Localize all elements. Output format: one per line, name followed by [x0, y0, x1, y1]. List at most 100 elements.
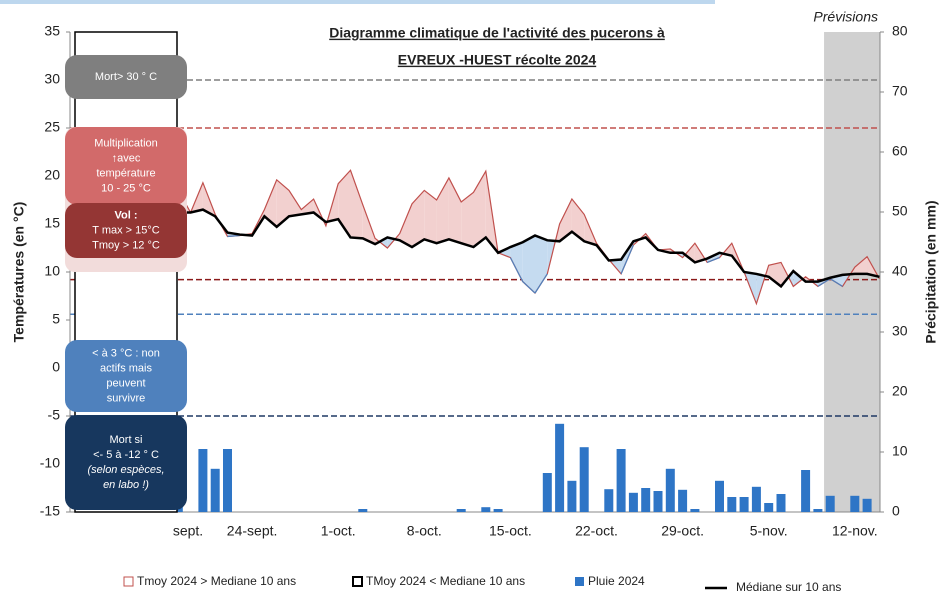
annotation-text: Multiplication — [94, 137, 158, 149]
gap-fill — [510, 242, 523, 282]
chart-title: Diagramme climatique de l'activité des p… — [329, 25, 665, 41]
x-tick-label: 8-oct. — [407, 523, 442, 539]
gap-fill — [685, 243, 695, 263]
tmoy-below-segment — [509, 257, 524, 282]
legend-swatch — [123, 576, 134, 587]
rain-bar — [665, 468, 675, 512]
gap-fill — [781, 262, 789, 287]
x-tick-label: 1-oct. — [321, 523, 356, 539]
x-tick-label: 29-oct. — [661, 523, 704, 539]
y-tick-label: -5 — [48, 407, 61, 423]
tmoy-below-segment — [522, 281, 536, 294]
annotation-text: Vol : — [114, 209, 137, 221]
rain-bar — [653, 491, 663, 512]
y-tick-label: -15 — [40, 503, 60, 519]
gap-fill — [788, 271, 794, 287]
y2-tick-label: 80 — [892, 23, 908, 39]
gap-fill — [571, 199, 585, 242]
rain-bar — [210, 468, 220, 512]
tmoy-below-segment — [706, 257, 720, 263]
rain-bar — [493, 509, 503, 512]
rain-bar — [555, 423, 565, 512]
annotation-box: Mort> 30 ° C — [65, 55, 187, 99]
y2-tick-label: 60 — [892, 143, 908, 159]
annotation-rect — [65, 203, 187, 258]
annotation-text: < à 3 °C : non — [92, 347, 160, 359]
annotation-text: actifs mais — [100, 362, 152, 374]
rain-bar — [481, 507, 491, 512]
rain-bar — [776, 494, 786, 512]
legend-swatch — [352, 576, 363, 587]
y-tick-label: 5 — [52, 311, 60, 327]
y2-tick-label: 30 — [892, 323, 908, 339]
rain-bar — [223, 449, 232, 512]
annotation-box: Mort si <- 5 à -12 ° C (selon espèces, en l… — [65, 415, 187, 510]
legend-label: TMoy 2024 < Mediane 10 ans — [366, 574, 525, 588]
annotation-box: Vol : T max > 15°C Tmoy > 12 °C — [65, 203, 187, 258]
annotation-text: T max > 15°C — [92, 224, 160, 236]
gap-fill — [338, 170, 351, 238]
tmoy-below-segment — [620, 244, 634, 275]
gap-fill — [559, 199, 572, 242]
gap-fill — [854, 256, 868, 274]
rain-bar — [678, 489, 688, 512]
annotation-text: température — [96, 167, 155, 179]
y-tick-label: 0 — [52, 359, 60, 375]
gap-fill — [424, 190, 437, 244]
annotation-text: ↑avec — [112, 152, 141, 164]
gap-fill — [379, 237, 388, 248]
gap-fill — [301, 199, 314, 215]
y2-tick-label: 10 — [892, 443, 908, 459]
y-tick-label: 35 — [44, 23, 60, 39]
median-line — [178, 208, 880, 289]
gap-fill — [768, 262, 781, 287]
y-axis-label: Températures (en °C) — [11, 202, 27, 343]
gap-fill — [793, 271, 803, 287]
gap-fill — [448, 177, 462, 244]
rain-bar — [198, 449, 208, 512]
gap-fill — [399, 203, 412, 248]
gap-fill — [461, 192, 474, 248]
annotation-text: peuvent — [106, 377, 145, 389]
annotation-text: survivre — [107, 392, 146, 404]
annotation-text: en labo !) — [103, 479, 149, 491]
rain-bar — [764, 503, 774, 512]
annotation-box: Multiplication ↑avec température 10 - 25 °C — [65, 127, 187, 205]
rain-bar — [641, 488, 651, 512]
rain-bar — [567, 480, 577, 512]
legend-label: Tmoy 2024 > Mediane 10 ans — [137, 574, 296, 588]
y2-axis-label: Précipitation (en mm) — [923, 200, 939, 343]
y2-tick-label: 50 — [892, 203, 908, 219]
tmoy-below-segment — [534, 273, 548, 294]
gap-fill — [289, 190, 302, 217]
y-tick-label: -10 — [40, 455, 60, 471]
legend: Tmoy 2024 > Mediane 10 ans TMoy 2024 < Me… — [123, 574, 841, 594]
y-tick-label: 20 — [44, 167, 60, 183]
gap-fill — [412, 190, 425, 248]
annotation-rect — [65, 340, 187, 412]
tmoy-below-segment — [227, 234, 240, 238]
annotation-text: Tmoy > 12 °C — [92, 239, 160, 251]
rain-bar — [715, 480, 724, 512]
legend-label: Médiane sur 10 ans — [736, 580, 841, 594]
forecast-label: Prévisions — [813, 9, 878, 25]
annotation-text: (selon espèces, — [87, 464, 164, 476]
rain-bar — [628, 492, 638, 512]
y-tick-label: 10 — [44, 263, 60, 279]
legend-swatch — [575, 577, 584, 586]
rain-bar — [751, 486, 761, 512]
top-strip — [0, 0, 715, 4]
rain-bar — [727, 497, 737, 512]
tmoy-below-segment — [817, 278, 831, 287]
gap-fill — [350, 170, 363, 239]
rain-bar — [579, 447, 589, 512]
rain-bar — [862, 498, 872, 512]
y2-tick-label: 70 — [892, 83, 908, 99]
rain-bar — [825, 495, 835, 512]
rain-bar — [616, 449, 626, 512]
rain-bar — [739, 497, 749, 512]
annotation-rect — [65, 415, 187, 510]
legend-label: Pluie 2024 — [588, 574, 645, 588]
x-tick-label: 15-oct. — [489, 523, 532, 539]
gap-fill — [276, 179, 289, 227]
